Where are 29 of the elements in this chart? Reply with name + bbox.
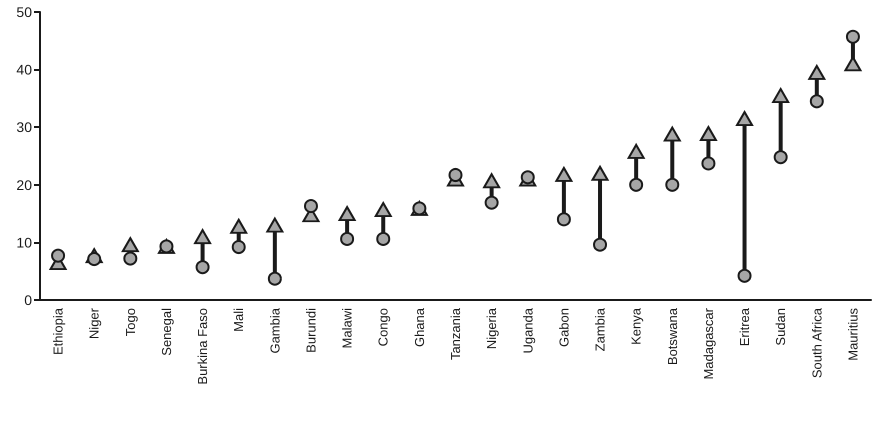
y-tick-label: 20 <box>16 176 32 193</box>
x-tick-label: Uganda <box>520 307 536 354</box>
x-tick-label: Ghana <box>412 307 427 348</box>
x-tick-label: Botswana <box>664 307 680 366</box>
x-tick-label: Ethiopia <box>50 307 66 355</box>
y-tick-label: 50 <box>16 4 32 20</box>
x-tick-label: Mali <box>231 308 246 332</box>
y-tick-label: 30 <box>16 119 32 136</box>
x-tick-label: Congo <box>376 308 391 346</box>
x-tick-label: Niger <box>86 307 102 340</box>
x-tick-label: Togo <box>122 308 138 336</box>
x-tick-label: Sudan <box>773 308 788 346</box>
x-tick-label: Zambia <box>592 307 608 352</box>
x-tick-label: Senegal <box>158 308 174 356</box>
y-tick-label: 0 <box>24 292 32 308</box>
x-tick-label: Mauritius <box>845 308 860 361</box>
x-tick-label: Madagascar <box>700 307 716 380</box>
x-tick-label: South Africa <box>809 307 824 378</box>
y-tick-label: 40 <box>16 62 32 78</box>
x-tick-label: Eritrea <box>737 307 752 346</box>
x-tick-label: Kenya <box>628 307 644 345</box>
x-tick-label: Nigeria <box>484 307 500 350</box>
x-tick-label: Gabon <box>556 308 572 348</box>
x-tick-label: Burkina Faso <box>195 308 210 385</box>
x-tick-label: Burundi <box>303 308 318 353</box>
y-tick-label: 10 <box>16 234 32 250</box>
x-tick-label: Gambia <box>267 307 282 354</box>
x-tick-label: Malawi <box>340 308 355 348</box>
x-tick-label: Tanzania <box>448 307 463 360</box>
